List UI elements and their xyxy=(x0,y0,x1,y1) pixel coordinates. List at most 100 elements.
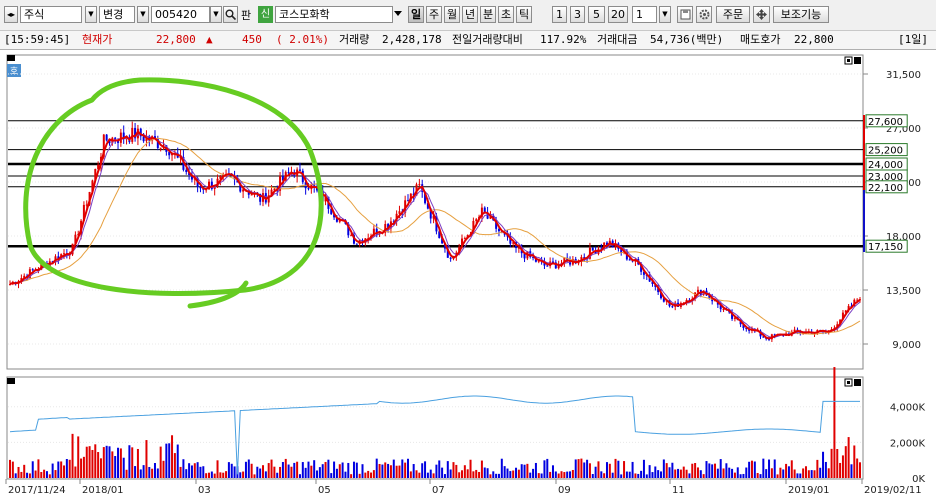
candle-body xyxy=(640,264,643,272)
volume-bar xyxy=(361,464,364,478)
volume-bar xyxy=(296,461,299,478)
interval-input[interactable]: 1 xyxy=(632,6,657,23)
stock-name-field[interactable]: 코스모화학 xyxy=(275,6,393,23)
gear-icon[interactable] xyxy=(696,6,712,23)
right-range-bar-up xyxy=(863,115,865,205)
interval-number-button-5[interactable]: 5 xyxy=(588,6,605,23)
period-button-5[interactable]: 초 xyxy=(498,6,514,23)
magnifier-glyph xyxy=(225,9,237,21)
volume-bar xyxy=(736,467,739,478)
volume-y-axis: 4,000K 2,000K 0K xyxy=(890,403,926,485)
stock-name-dropdown-icon[interactable] xyxy=(394,11,402,16)
candle-body xyxy=(731,312,734,319)
volume-bar xyxy=(43,469,46,478)
save-icon[interactable] xyxy=(677,6,693,23)
interval-number-button-1[interactable]: 1 xyxy=(552,6,567,23)
candle-body xyxy=(722,309,725,311)
volume-bar xyxy=(381,464,384,478)
change-dropdown-icon[interactable]: ▼ xyxy=(137,6,149,23)
price-gridlines xyxy=(8,73,862,345)
period-button-0[interactable]: 일 xyxy=(408,6,424,23)
volume-bar xyxy=(338,464,341,478)
volume-bar xyxy=(17,466,20,478)
candle-body xyxy=(480,207,483,217)
change-select[interactable]: 변경 xyxy=(99,6,135,23)
volume-bar xyxy=(51,463,54,478)
candle-body xyxy=(168,151,171,156)
volume-bar xyxy=(540,473,543,478)
volume-bar xyxy=(378,463,381,478)
volume-bar xyxy=(34,470,37,478)
volume-bar xyxy=(534,462,537,478)
candle-body xyxy=(20,277,23,282)
interval-dropdown-icon[interactable]: ▼ xyxy=(659,6,671,23)
volume-bar xyxy=(387,463,390,478)
candle-body xyxy=(719,304,722,310)
period-button-4[interactable]: 분 xyxy=(480,6,496,23)
candle-body xyxy=(384,224,387,233)
candle-body xyxy=(443,243,446,249)
level-label-box xyxy=(865,180,908,194)
volume-bar xyxy=(85,446,88,478)
level-label: 25,200 xyxy=(868,146,903,157)
interval-number-button-3[interactable]: 3 xyxy=(570,6,585,23)
market-type-select[interactable]: 주식 xyxy=(20,6,82,23)
close-icon[interactable] xyxy=(854,57,861,64)
candle-body xyxy=(190,174,193,180)
search-icon[interactable] xyxy=(223,6,238,23)
move-icon[interactable] xyxy=(753,6,770,23)
volume-close-icon[interactable] xyxy=(854,379,861,386)
volume-bar xyxy=(313,460,316,478)
price-panel-corner-label: 호 xyxy=(10,66,18,77)
stock-code-dropdown-icon[interactable]: ▼ xyxy=(210,6,222,23)
candle-body xyxy=(51,261,54,263)
order-button[interactable]: 주문 xyxy=(716,6,750,23)
volume-bar xyxy=(139,469,142,478)
volume-bar xyxy=(748,461,751,478)
volume-bar xyxy=(543,460,546,478)
candle-body xyxy=(250,194,253,196)
x-tick-label: 11 xyxy=(672,485,685,496)
volume-bar xyxy=(48,474,51,478)
candle-body xyxy=(102,134,105,157)
interval-number-button-20[interactable]: 20 xyxy=(608,6,628,23)
volume-bar xyxy=(327,459,330,478)
volume-panel-window-controls[interactable] xyxy=(844,378,861,387)
volume-bar xyxy=(637,473,640,478)
level-label-box xyxy=(865,239,908,253)
volume-bar xyxy=(358,473,361,478)
period-button-3[interactable]: 년 xyxy=(462,6,478,23)
volume-bar xyxy=(483,467,486,478)
volume-bar xyxy=(145,440,148,478)
candle-body xyxy=(355,243,358,245)
panel-arrows-button[interactable]: ◂▸ xyxy=(4,6,18,23)
volume-bar xyxy=(31,461,34,478)
period-button-6[interactable]: 틱 xyxy=(516,6,532,23)
period-button-2[interactable]: 월 xyxy=(444,6,460,23)
volume-bar xyxy=(469,459,472,478)
market-type-value: 주식 xyxy=(24,8,45,21)
volume-bar xyxy=(665,463,668,478)
volume-bar xyxy=(699,470,702,478)
stock-code-input[interactable]: 005420 xyxy=(151,6,210,23)
period-button-1[interactable]: 주 xyxy=(426,6,442,23)
volume-bar xyxy=(23,464,26,478)
volume-bar xyxy=(57,461,60,478)
indicator-button[interactable]: 보조기능 xyxy=(773,6,829,23)
candle-body xyxy=(210,181,213,189)
price-panel-window-controls[interactable] xyxy=(844,56,861,65)
volume-bar xyxy=(153,463,156,478)
volume-bar xyxy=(441,467,444,478)
volume-bar xyxy=(694,463,697,478)
volume-bar xyxy=(478,471,481,478)
candle-body xyxy=(216,178,219,187)
volume-bar xyxy=(773,459,776,478)
market-type-dropdown-icon[interactable]: ▼ xyxy=(85,6,97,23)
quote-status-bar: [15:59:45] 현재가 22,800 ▲ 450 ( 2.01%) 거래량… xyxy=(0,31,936,50)
volume-bar xyxy=(785,463,788,478)
volume-bars xyxy=(9,367,861,478)
volume-bar xyxy=(367,470,370,478)
candle-body xyxy=(614,243,617,248)
